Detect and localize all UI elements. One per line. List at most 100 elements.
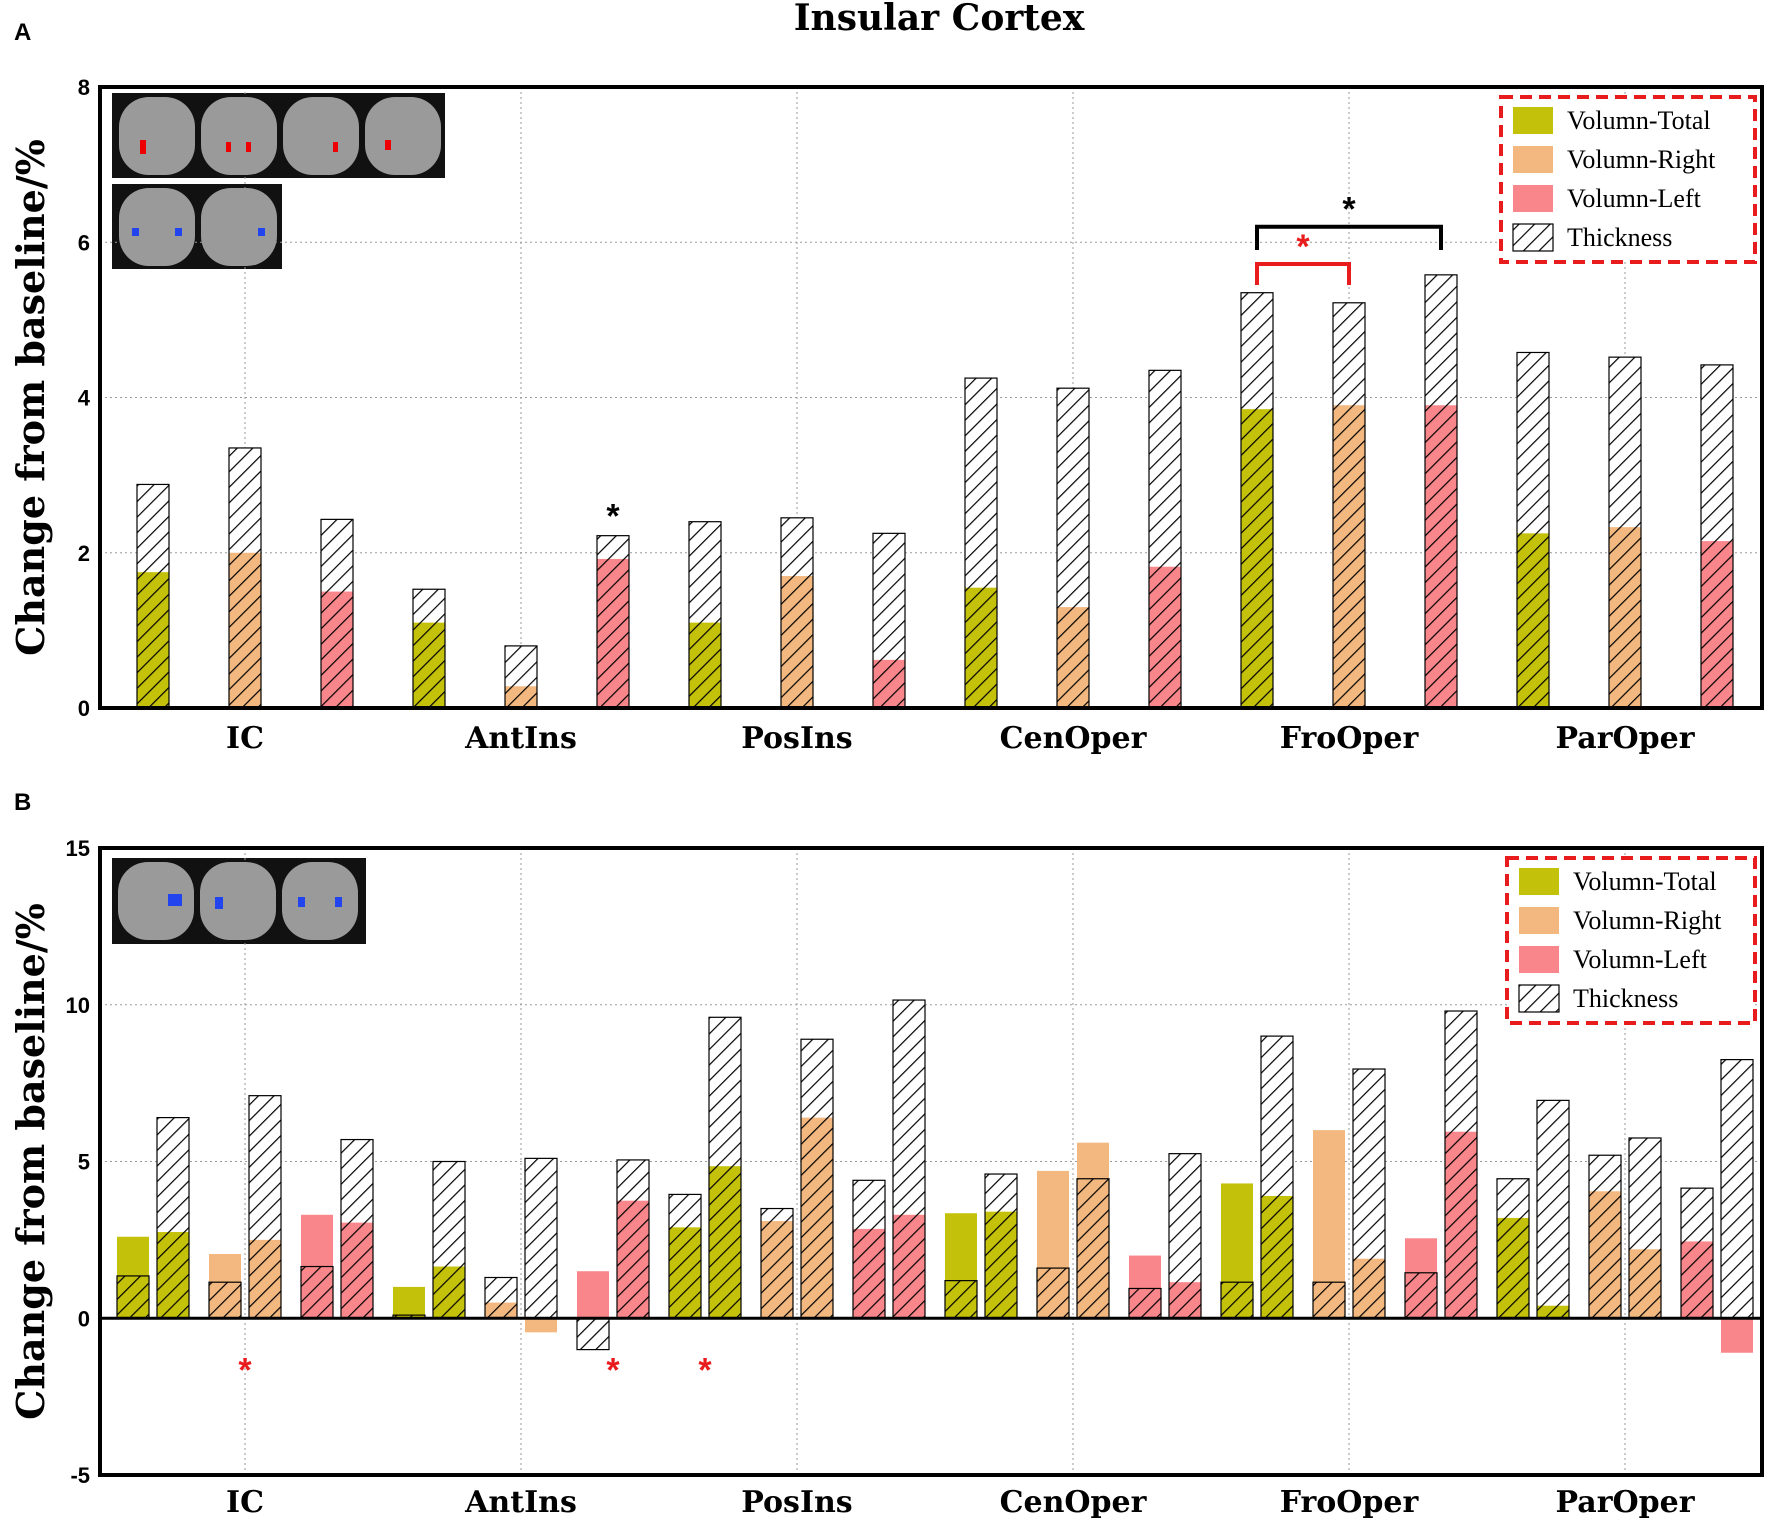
panel-b-frame [98, 846, 1764, 1477]
thickness-bar [504, 645, 538, 709]
panel-a-ytick-label: 8 [78, 75, 90, 100]
thickness-bar [1148, 369, 1182, 709]
panel-a-bar-right [780, 517, 814, 709]
panel-b-bar1-left [1128, 1255, 1162, 1319]
thickness-bar [1588, 1154, 1622, 1319]
legend-swatch-thickness [1512, 223, 1554, 252]
panel-a-y-axis-label: Change from baseline/% [8, 139, 53, 656]
panel-b-bar2-left [892, 999, 926, 1319]
panel-b-bar1-left [1680, 1187, 1714, 1319]
panel-b-bar2-left [616, 1159, 650, 1319]
panel-a-bar-left [1700, 364, 1734, 709]
panel-a-bar-right [228, 447, 262, 709]
thickness-bar [1352, 1068, 1386, 1319]
thickness-bar [708, 1016, 742, 1319]
mri-row-a2 [112, 184, 282, 269]
legend-swatch-thickness [1518, 984, 1560, 1013]
thickness-bar [872, 532, 906, 709]
panel-a-significance-star: * [606, 498, 620, 536]
brain-mri-thumbnails-a [112, 93, 445, 269]
panel-b-ytick-label: -5 [70, 1463, 90, 1488]
volume-bar [393, 1286, 425, 1319]
panel-b-bar1-left [576, 1271, 610, 1351]
panel-b-bar1-right [484, 1276, 518, 1319]
panel-a-bar-left [872, 532, 906, 709]
panel-b-bar2-right [1076, 1142, 1110, 1319]
thickness-bar [320, 518, 354, 709]
legend-swatch-right [1519, 907, 1559, 934]
panel-b-legend: Volumn-Total Volumn-Right Volumn-Left Thick… [1505, 856, 1757, 1025]
thickness-bar [1444, 1010, 1478, 1319]
panel-a-ytick-label: 2 [78, 541, 90, 566]
panel-a-category-label: PosIns [741, 721, 852, 756]
panel-b-bar1-total [668, 1193, 702, 1319]
panel-b-bar1-right [1312, 1130, 1346, 1319]
legend-swatch-left [1519, 946, 1559, 973]
panel-b-bar2-left [340, 1138, 374, 1319]
panel-b-bar1-total [1496, 1178, 1530, 1319]
thickness-bar [248, 1095, 282, 1319]
thickness-bar [1700, 364, 1734, 709]
thickness-bar [944, 1280, 978, 1319]
panel-a-bar-total [688, 521, 722, 709]
panel-b-category-label: CenOper [1000, 1485, 1148, 1520]
panel-b-bar2-total [984, 1173, 1018, 1319]
panel-a-ytick-label: 6 [78, 230, 90, 255]
panel-b-bar1-left [300, 1214, 334, 1319]
thickness-bar [484, 1276, 518, 1319]
thickness-bar [1720, 1059, 1754, 1319]
thickness-bar [1536, 1099, 1570, 1319]
thickness-bar [1312, 1281, 1346, 1319]
panel-a-frame [98, 85, 1764, 710]
panel-b-significance-star: * [238, 1351, 252, 1389]
panel-a-significance-star: * [1296, 228, 1310, 266]
chart-layer: 0 2 4 6 8 IC AntIns PosIns CenOper FroOper ParOper… [8, 75, 1764, 1520]
panel-a-ytick-label: 0 [78, 696, 90, 721]
legend-label: Thickness [1567, 223, 1672, 252]
panel-b-bar1-right [1588, 1154, 1622, 1319]
panel-b-bar2-right [800, 1038, 834, 1319]
thickness-bar [596, 535, 630, 709]
panel-b-bar1-total [392, 1286, 426, 1319]
panel-a-significance-bracket [1255, 224, 1443, 251]
panel-a-category-label: AntIns [464, 721, 577, 756]
volume-bar [577, 1271, 609, 1319]
panel-b-category-label: FroOper [1280, 1485, 1420, 1520]
thickness-bar [116, 1275, 150, 1319]
panel-b-bar1-total [944, 1213, 978, 1319]
thickness-bar [208, 1281, 242, 1319]
panel-b-significance-star: * [698, 1351, 712, 1389]
legend-label: Volumn-Right [1567, 145, 1716, 174]
panel-a-bar-right [1608, 356, 1642, 709]
panel-b-category-label: AntIns [464, 1485, 577, 1520]
thickness-bar [688, 521, 722, 709]
panel-a-significance-star: * [1342, 191, 1356, 229]
legend-label: Thickness [1573, 984, 1678, 1013]
thickness-bar [228, 447, 262, 709]
panel-a-label: A [14, 19, 31, 46]
mri-row-a1 [112, 93, 445, 178]
panel-b-bar1-right [760, 1207, 794, 1319]
panel-b-bar2-right [1628, 1137, 1662, 1319]
thickness-bar [1036, 1267, 1070, 1319]
panel-b-bar2-right [1352, 1068, 1386, 1319]
panel-a-category-label: CenOper [1000, 721, 1148, 756]
panel-a-bar-left [596, 535, 630, 709]
panel-b-bar2-right [248, 1095, 282, 1319]
panel-b-ytick-label: 15 [66, 836, 90, 861]
panel-a-bar-right [1332, 302, 1366, 709]
panel-b-bar2-total [1536, 1099, 1570, 1319]
panel-a-bar-right [504, 645, 538, 709]
thickness-bar [412, 588, 446, 709]
thickness-bar [1076, 1178, 1110, 1319]
thickness-bar [136, 483, 170, 709]
panel-a-bar-left [320, 518, 354, 709]
thickness-bar [1056, 387, 1090, 709]
panel-b-bar2-left [1720, 1059, 1754, 1353]
panel-a-category-label: FroOper [1280, 721, 1420, 756]
panel-a-bar-left [1424, 274, 1458, 709]
thickness-bar [1516, 351, 1550, 709]
legend-label: Volumn-Right [1573, 906, 1722, 935]
panel-b-bar1-left [852, 1179, 886, 1319]
thickness-bar [1424, 274, 1458, 709]
